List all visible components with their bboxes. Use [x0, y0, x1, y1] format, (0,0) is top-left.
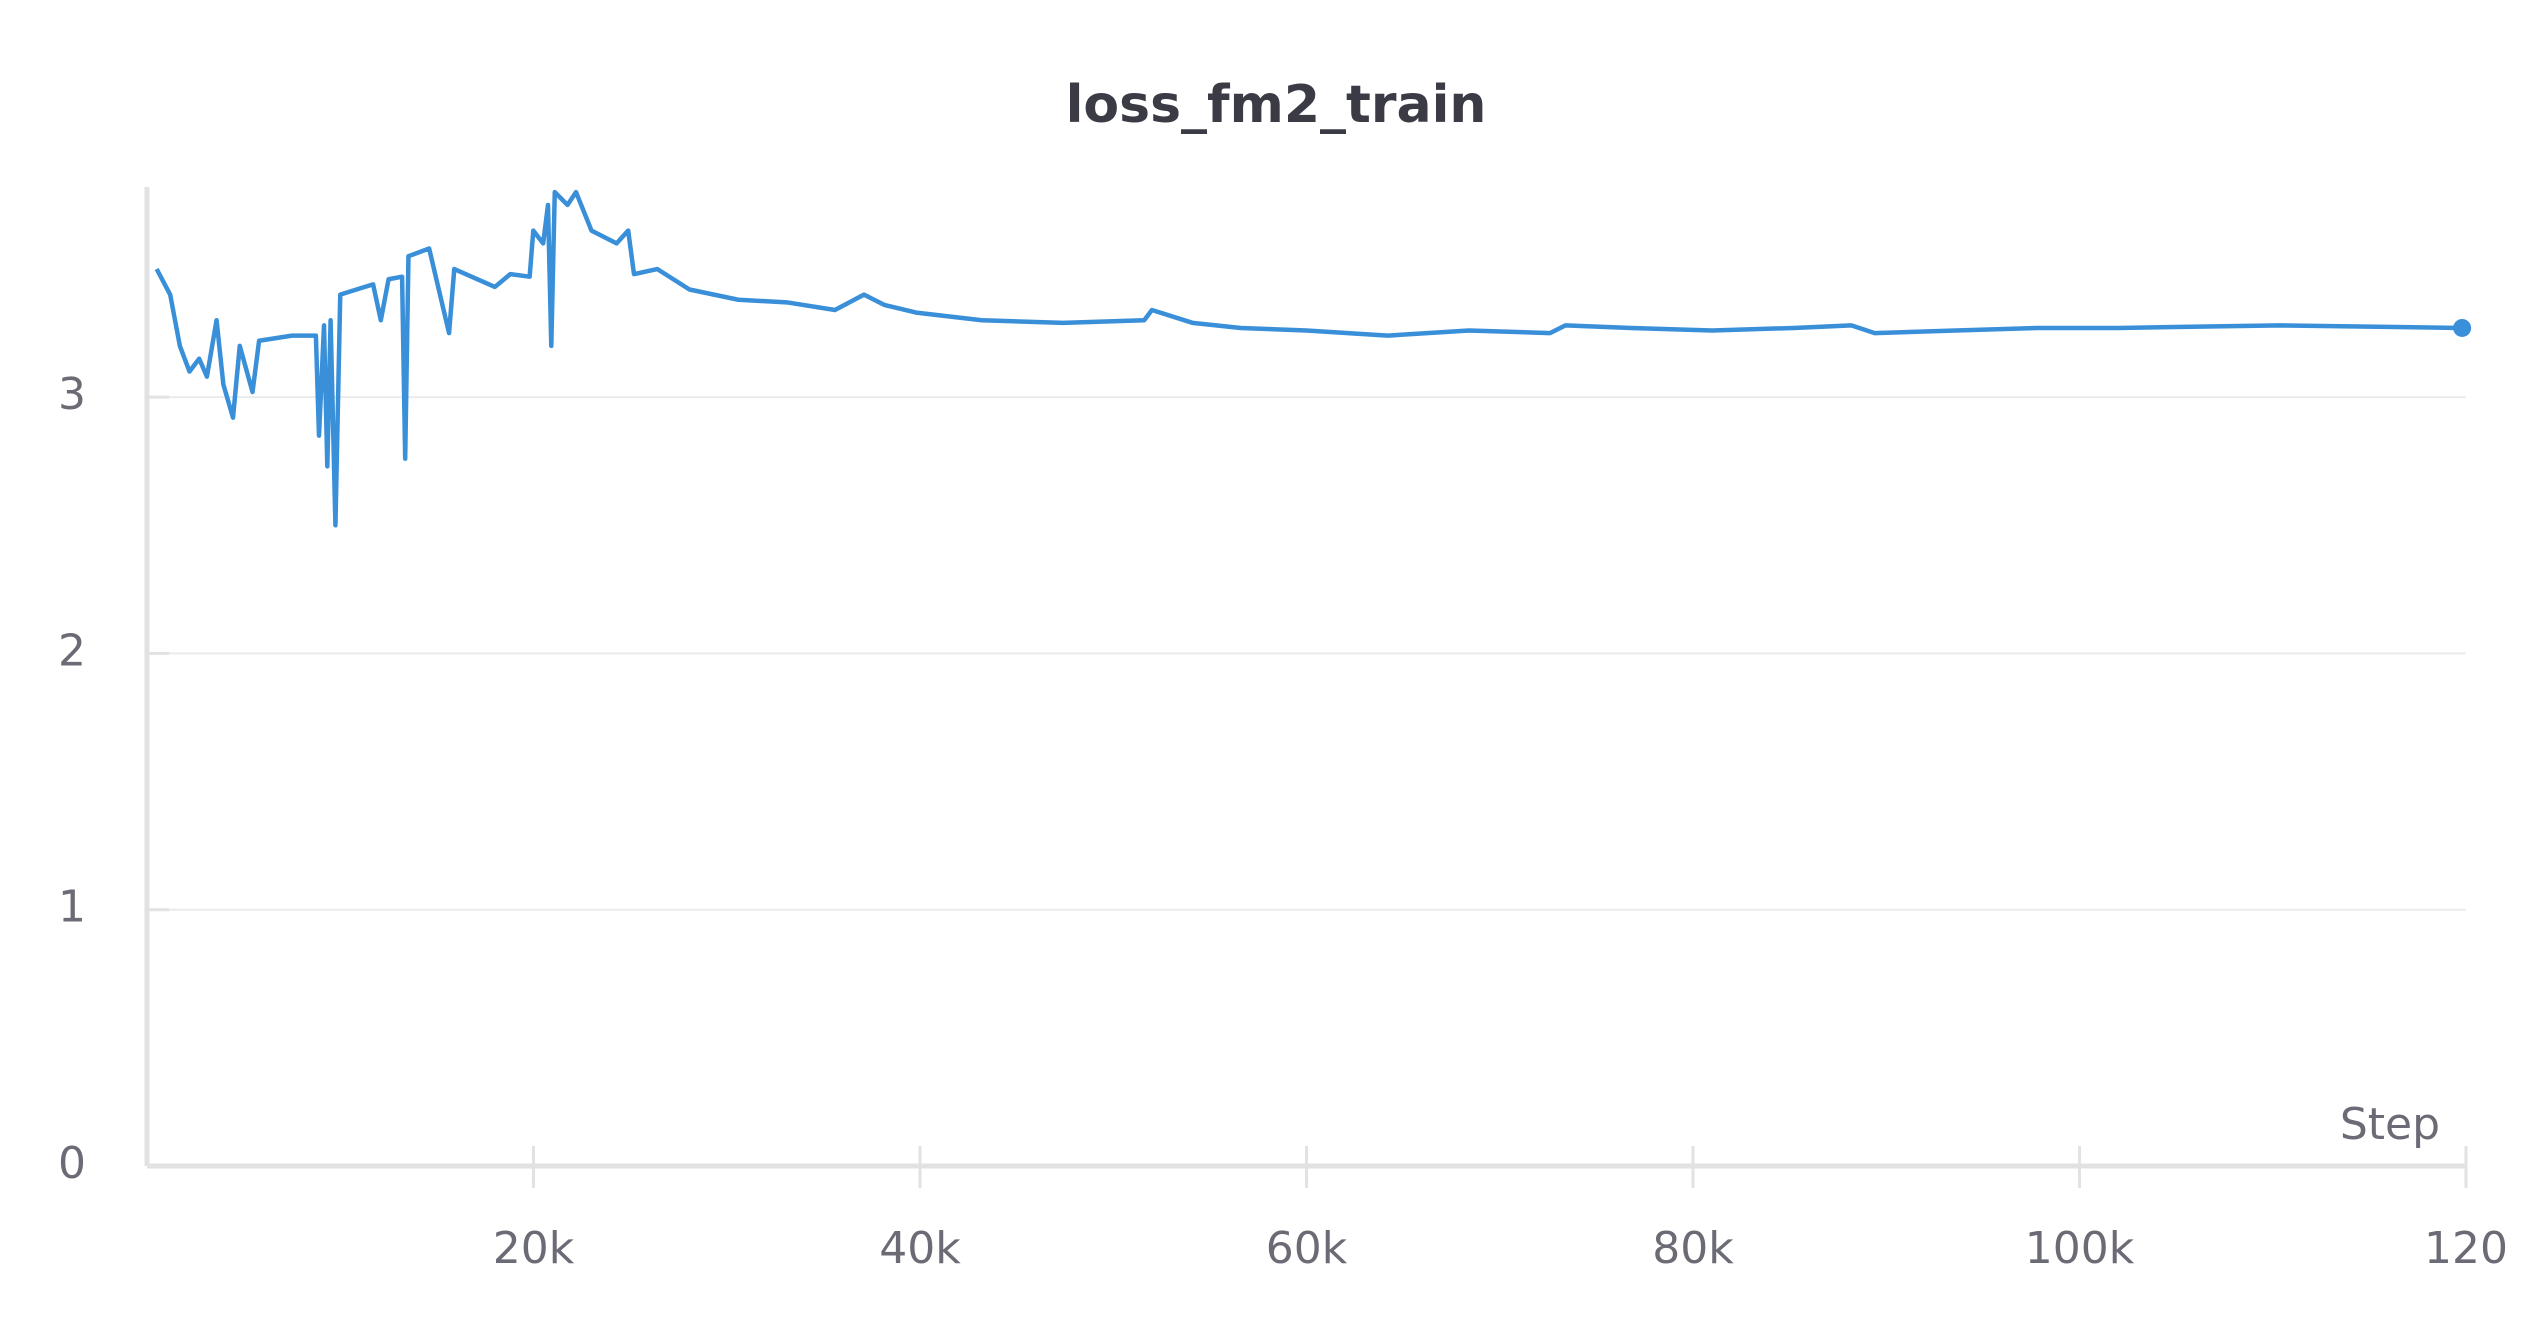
x-tick-label: 100k: [2025, 1223, 2135, 1274]
y-tick-label: 3: [58, 369, 86, 420]
y-tick-label: 1: [58, 882, 86, 933]
y-tick-label: 2: [58, 625, 86, 676]
x-tick-label: 20k: [493, 1223, 575, 1274]
line-series: [154, 189, 2463, 528]
chart-title: loss_fm2_train: [1066, 75, 1487, 135]
end-point: [2453, 318, 2472, 337]
x-tick-label: 60k: [1266, 1223, 1348, 1274]
x-axis-label: Step: [2340, 1099, 2440, 1150]
x-tick-label: 120: [2424, 1223, 2508, 1274]
x-tick-label: 40k: [879, 1223, 961, 1274]
x-tick-label: 80k: [1652, 1223, 1734, 1274]
y-tick-label: 0: [58, 1138, 86, 1189]
